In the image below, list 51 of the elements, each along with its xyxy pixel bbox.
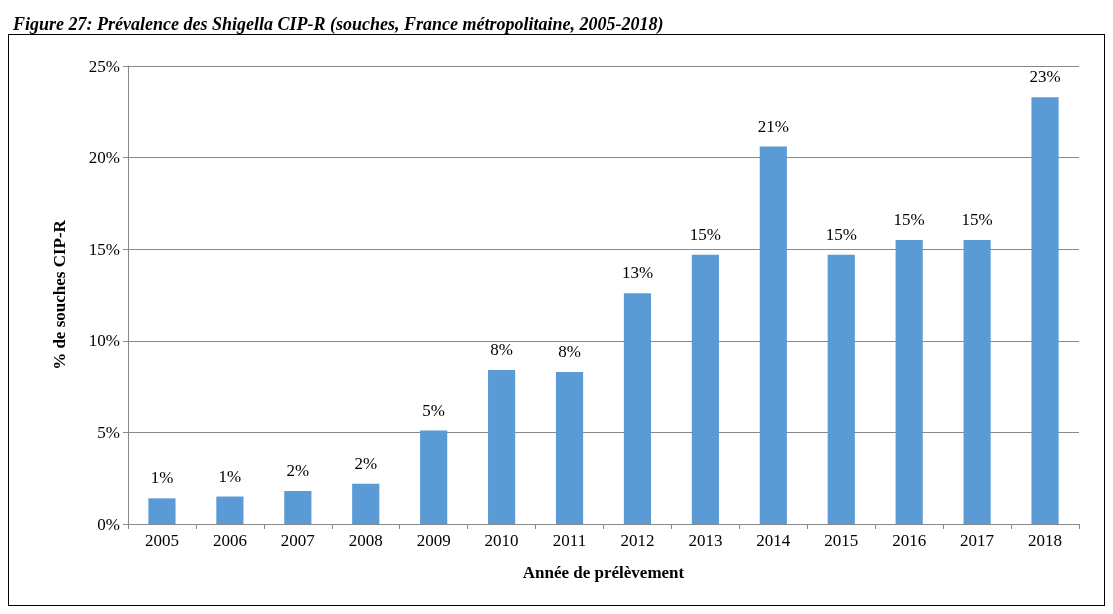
y-tick-label: 20% (88, 148, 120, 168)
data-label: 5% (422, 400, 446, 420)
data-label: 15% (961, 210, 993, 230)
data-label: 2% (354, 453, 378, 473)
x-axis-title: Année de prélèvement (522, 563, 685, 582)
data-label: 15% (689, 224, 721, 244)
data-label: 1% (218, 466, 242, 486)
bar (895, 240, 923, 524)
y-tick-label: 25% (88, 56, 120, 76)
data-label: 2% (286, 461, 310, 481)
y-tick-label: 15% (88, 239, 120, 259)
data-label: 15% (825, 224, 857, 244)
x-tick-label: 2006 (212, 531, 247, 550)
y-tick-label: 5% (97, 422, 120, 442)
data-label: 15% (893, 210, 925, 230)
bar (284, 491, 312, 524)
x-tick-label: 2015 (824, 531, 859, 550)
data-label: 21% (757, 116, 789, 136)
x-tick-label: 2013 (688, 531, 723, 550)
bar (352, 483, 380, 524)
x-tick-label: 2011 (552, 531, 587, 550)
x-tick-label: 2007 (280, 531, 316, 550)
bar (488, 370, 516, 524)
x-tick-label: 2012 (620, 531, 655, 550)
bar (1031, 97, 1059, 524)
x-tick-label: 2010 (484, 531, 519, 550)
y-tick-label: 0% (97, 514, 120, 534)
bar (420, 430, 448, 524)
x-tick-label: 2017 (960, 531, 995, 550)
bar (623, 293, 652, 524)
y-axis-title: % de souches CIP-R (50, 219, 69, 370)
data-label: 23% (1029, 67, 1061, 87)
bar (827, 254, 855, 524)
bar (216, 496, 244, 524)
x-tick-label: 2018 (1028, 531, 1063, 550)
x-tick-label: 2009 (416, 531, 451, 550)
x-tick-label: 2008 (348, 531, 383, 550)
bar (963, 240, 991, 524)
bar (555, 371, 584, 524)
chart-title: Figure 27: Prévalence des Shigella CIP-R (souches, France métropolitaine, 2005-2018) (12, 14, 664, 35)
data-label: 13% (621, 263, 654, 283)
data-label: 8% (490, 340, 513, 360)
bar (148, 498, 176, 524)
data-label: 8% (558, 341, 581, 361)
x-tick-label: 2016 (892, 531, 927, 550)
bar (691, 254, 719, 524)
x-tick-label: 2005 (144, 531, 179, 550)
y-tick-label: 10% (88, 331, 120, 351)
x-tick-label: 2014 (756, 531, 791, 550)
bar (759, 146, 787, 524)
data-label: 1% (150, 468, 174, 488)
